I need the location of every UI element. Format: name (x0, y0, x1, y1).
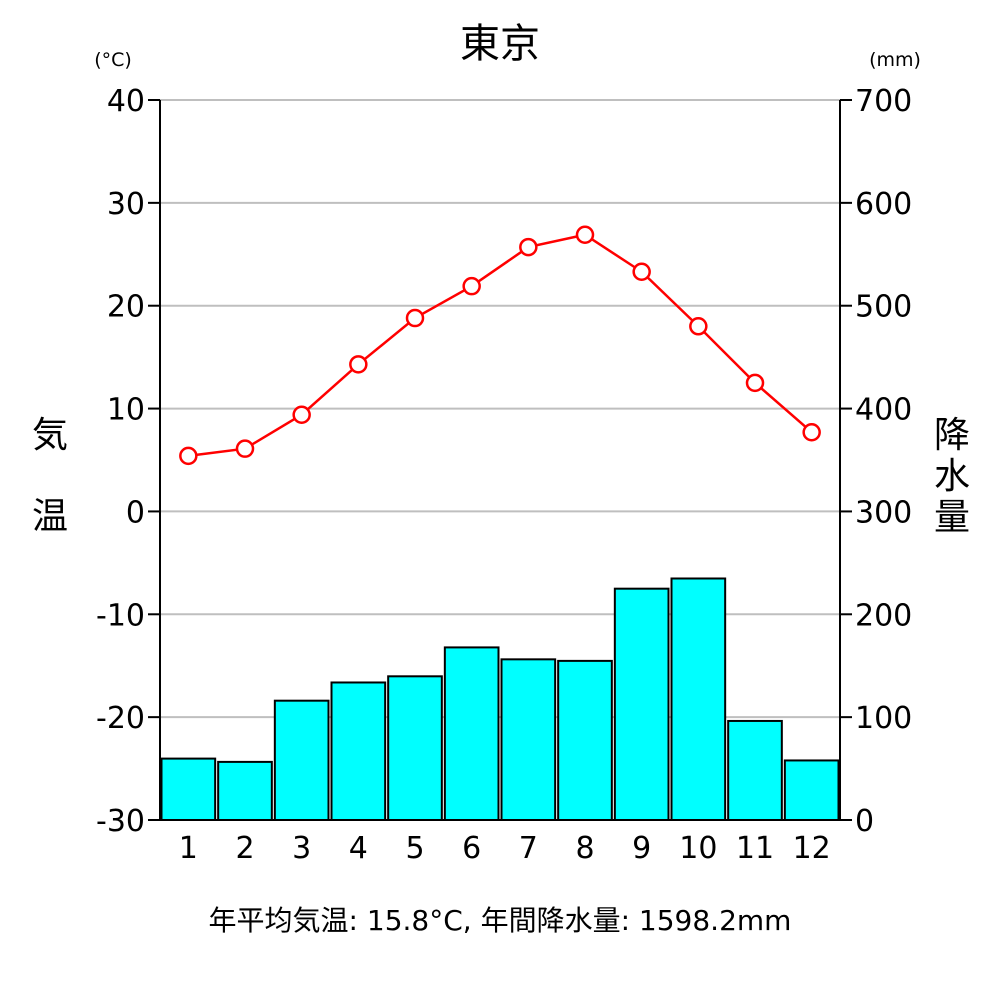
left-tick-label: 20 (107, 290, 145, 325)
tick-labels: 403020100-10-20-307006005004003002001000… (96, 84, 912, 866)
x-tick-label: 11 (736, 831, 774, 866)
right-tick-label: 0 (855, 804, 874, 839)
left-axis-label: 気 温 (32, 415, 68, 537)
x-tick-label: 9 (632, 831, 651, 866)
precipitation-bar (217, 760, 273, 822)
left-tick-label: -10 (96, 598, 145, 633)
temperature-line-path (188, 233, 813, 458)
x-tick-label: 7 (519, 831, 538, 866)
temperature-point (519, 237, 538, 257)
right-axis-label-char: 降 (934, 415, 970, 456)
right-tick-label: 600 (855, 187, 912, 222)
x-tick-label: 1 (179, 831, 198, 866)
right-axis-unit: (mm) (869, 49, 921, 71)
precipitation-bar (500, 658, 557, 822)
right-tick-label: 700 (855, 84, 912, 119)
left-tick-label: -20 (96, 701, 145, 736)
left-tick-label: 40 (107, 84, 145, 119)
precipitation-bar (727, 719, 783, 821)
x-tick-label: 10 (679, 831, 717, 866)
x-tick-label: 12 (793, 831, 831, 866)
temperature-point (802, 422, 821, 442)
left-tick-label: -30 (96, 804, 145, 839)
precipitation-bar (613, 587, 670, 821)
precipitation-bar (273, 699, 330, 822)
right-tick-label: 400 (855, 393, 912, 428)
temperature-point (349, 355, 368, 374)
chart-title: 東京 (460, 21, 540, 67)
x-tick-label: 5 (405, 831, 424, 866)
precipitation-bar (387, 675, 443, 822)
precipitation-bar (670, 577, 727, 822)
x-tick-label: 4 (349, 831, 368, 866)
temperature-point (689, 317, 708, 336)
temperature-point (179, 446, 198, 466)
right-axis-label-char: 量 (934, 497, 970, 538)
right-axis-label-char: 水 (934, 456, 970, 497)
x-tick-label: 2 (235, 831, 254, 866)
right-axis-label: 降 水 量 (934, 415, 970, 538)
precipitation-bar (783, 759, 840, 822)
precipitation-bar (443, 646, 500, 821)
x-tick-label: 6 (462, 831, 481, 866)
precipitation-bar (160, 757, 217, 822)
right-tick-label: 500 (855, 290, 912, 325)
temperature-point (575, 225, 595, 244)
precipitation-bar (330, 681, 387, 821)
temperature-point (292, 405, 311, 424)
left-axis-unit: (°C) (94, 49, 132, 71)
temperature-line (179, 225, 821, 466)
right-tick-label: 200 (855, 598, 912, 633)
left-axis-label-char: 温 (32, 496, 68, 537)
precipitation-bars (160, 577, 840, 822)
gridlines (160, 99, 840, 719)
temperature-point (745, 373, 765, 393)
temperature-point (235, 439, 255, 458)
left-tick-label: 30 (107, 187, 145, 222)
right-tick-label: 300 (855, 495, 912, 530)
left-tick-label: 0 (126, 495, 145, 530)
left-tick-label: 10 (107, 393, 145, 428)
x-tick-label: 3 (292, 831, 311, 866)
temperature-point (405, 308, 425, 328)
right-tick-label: 100 (855, 701, 912, 736)
left-axis-label-char: 気 (32, 415, 68, 456)
axes (148, 99, 852, 821)
precipitation-bar (557, 659, 613, 821)
temperature-point (462, 276, 481, 296)
temperature-point (632, 262, 651, 282)
x-tick-label: 8 (575, 831, 594, 866)
annual-summary: 年平均気温: 15.8°C, 年間降水量: 1598.2mm (209, 904, 792, 937)
